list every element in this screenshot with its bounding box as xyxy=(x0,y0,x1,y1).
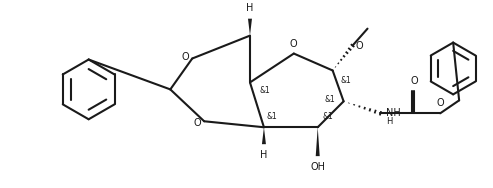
Text: O: O xyxy=(436,98,444,108)
Text: &1: &1 xyxy=(267,112,278,121)
Text: &1: &1 xyxy=(325,95,336,104)
Text: NH: NH xyxy=(387,108,401,118)
Text: H: H xyxy=(260,150,268,160)
Text: O: O xyxy=(194,118,201,128)
Polygon shape xyxy=(248,19,252,36)
Text: H: H xyxy=(246,3,254,13)
Text: O: O xyxy=(355,41,363,51)
Text: &1: &1 xyxy=(341,77,352,86)
Text: &1: &1 xyxy=(260,86,271,96)
Text: OH: OH xyxy=(310,162,325,172)
Text: H: H xyxy=(387,117,393,126)
Polygon shape xyxy=(262,127,266,144)
Polygon shape xyxy=(316,127,319,156)
Text: O: O xyxy=(411,76,418,86)
Text: &1: &1 xyxy=(323,112,333,121)
Text: O: O xyxy=(181,52,189,61)
Text: O: O xyxy=(290,39,298,49)
